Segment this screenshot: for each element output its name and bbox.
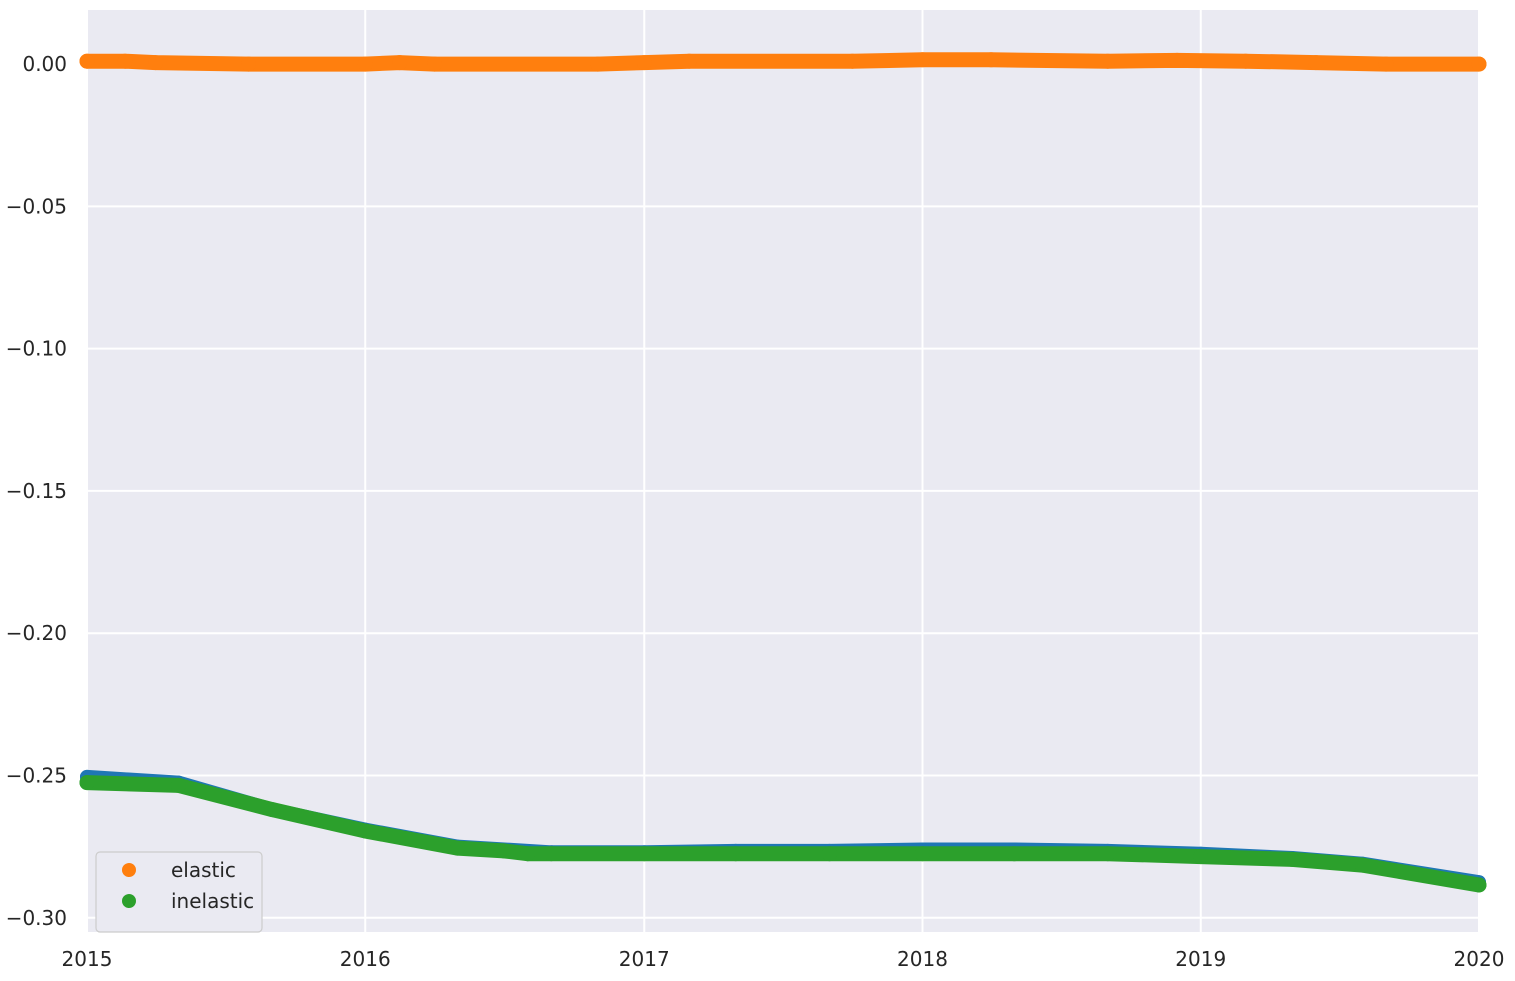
data-point bbox=[496, 843, 512, 859]
data-point bbox=[1100, 53, 1116, 69]
data-point bbox=[520, 846, 536, 862]
plot-background bbox=[87, 10, 1479, 932]
series-inelastic bbox=[79, 775, 1487, 893]
x-tick-label: 2015 bbox=[62, 947, 113, 971]
y-tick-label: −0.30 bbox=[6, 906, 67, 930]
data-point bbox=[1169, 52, 1185, 68]
y-tick-label: −0.15 bbox=[6, 479, 67, 503]
data-point bbox=[357, 56, 373, 72]
data-point bbox=[915, 846, 930, 862]
data-point bbox=[543, 846, 559, 862]
data-point bbox=[357, 823, 373, 839]
series-layer bbox=[79, 52, 1487, 893]
y-axis: 0.00 −0.05 −0.10 −0.15 −0.20 −0.25 −0.30 bbox=[6, 52, 67, 930]
x-tick-label: 2017 bbox=[619, 947, 670, 971]
data-point bbox=[636, 55, 652, 71]
data-point bbox=[681, 53, 697, 69]
data-point bbox=[822, 846, 837, 862]
data-point bbox=[264, 802, 280, 818]
data-point bbox=[728, 846, 744, 862]
data-point bbox=[392, 55, 408, 71]
data-point bbox=[148, 55, 164, 71]
data-point bbox=[1471, 877, 1487, 893]
data-point bbox=[1378, 56, 1394, 72]
data-point bbox=[1354, 857, 1370, 873]
x-tick-label: 2018 bbox=[897, 947, 948, 971]
data-point bbox=[241, 56, 257, 72]
data-point bbox=[590, 56, 606, 72]
data-point bbox=[1238, 53, 1254, 69]
data-point bbox=[427, 56, 443, 72]
data-point bbox=[915, 52, 930, 68]
y-tick-label: −0.05 bbox=[6, 194, 67, 218]
y-tick-label: −0.10 bbox=[6, 337, 67, 361]
data-point bbox=[117, 53, 133, 69]
data-point bbox=[1471, 56, 1487, 72]
y-tick-label: 0.00 bbox=[22, 52, 67, 76]
grid bbox=[86, 10, 1480, 932]
data-point bbox=[450, 840, 465, 856]
legend: elastic inelastic bbox=[95, 851, 263, 933]
data-point bbox=[1284, 851, 1300, 867]
legend-box bbox=[95, 851, 263, 933]
data-point bbox=[983, 52, 999, 68]
data-point bbox=[1193, 849, 1209, 865]
data-point bbox=[844, 53, 860, 69]
y-tick-label: −0.20 bbox=[6, 621, 67, 645]
series-elastic bbox=[79, 52, 1487, 72]
data-point bbox=[1006, 846, 1022, 862]
legend-label: inelastic bbox=[171, 889, 254, 913]
x-tick-label: 2019 bbox=[1175, 947, 1226, 971]
data-point bbox=[1308, 55, 1324, 71]
data-point bbox=[636, 846, 652, 862]
data-point bbox=[1100, 846, 1116, 862]
legend-label: elastic bbox=[171, 858, 236, 882]
legend-marker bbox=[122, 894, 136, 908]
y-tick-label: −0.25 bbox=[6, 763, 67, 787]
data-point bbox=[79, 53, 95, 69]
data-point bbox=[171, 777, 186, 793]
x-tick-label: 2016 bbox=[340, 947, 391, 971]
data-point bbox=[79, 775, 95, 791]
legend-marker bbox=[122, 863, 136, 877]
x-axis: 2015 2016 2017 2018 2019 2020 bbox=[62, 947, 1505, 971]
x-tick-label: 2020 bbox=[1454, 947, 1505, 971]
